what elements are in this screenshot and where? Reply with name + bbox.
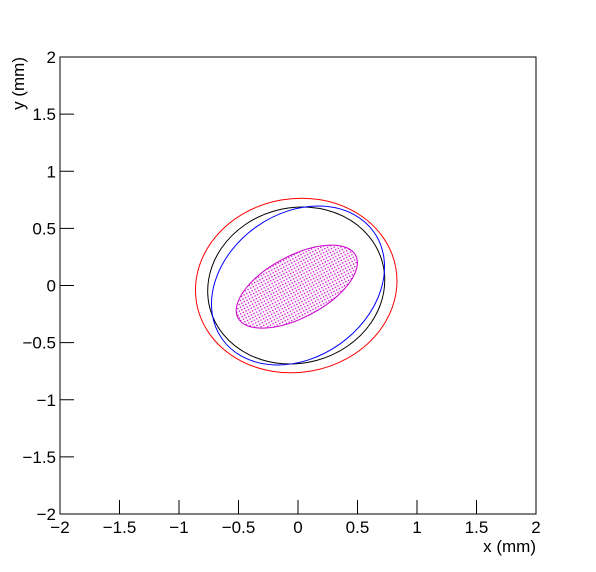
y-tick-label: −1 <box>37 391 56 410</box>
y-tick-label: 1.5 <box>32 105 56 124</box>
x-tick-label: −1 <box>169 518 188 537</box>
x-tick-label: 2 <box>531 518 540 537</box>
y-tick-label: −1.5 <box>22 448 56 467</box>
y-axis-label: y (mm) <box>9 57 28 110</box>
x-tick-label: 0 <box>293 518 302 537</box>
x-tick-label: 1 <box>412 518 421 537</box>
y-tick-label: 0.5 <box>32 219 56 238</box>
y-tick-label: 0 <box>47 277 56 296</box>
x-tick-label: −0.5 <box>222 518 256 537</box>
y-tick-label: 2 <box>47 48 56 67</box>
x-tick-label: −2 <box>50 518 69 537</box>
ellipse <box>194 197 398 374</box>
y-tick-label: 1 <box>47 162 56 181</box>
x-tick-label: 0.5 <box>346 518 370 537</box>
x-axis-label: x (mm) <box>483 537 536 556</box>
x-tick-label: −1.5 <box>103 518 137 537</box>
x-tick-label: 1.5 <box>465 518 489 537</box>
ellipse <box>207 206 386 365</box>
ellipse <box>235 244 358 329</box>
y-tick-label: −0.5 <box>22 334 56 353</box>
y-tick-label: −2 <box>37 505 56 524</box>
